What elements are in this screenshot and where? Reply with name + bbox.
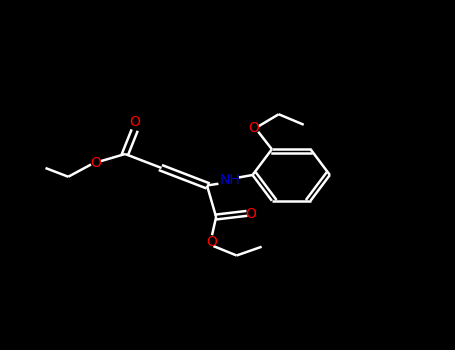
Text: O: O: [90, 156, 101, 170]
Text: O: O: [248, 121, 259, 135]
Text: O: O: [246, 206, 257, 220]
Text: NH: NH: [219, 173, 240, 187]
Text: O: O: [129, 116, 140, 130]
Text: O: O: [206, 234, 217, 248]
